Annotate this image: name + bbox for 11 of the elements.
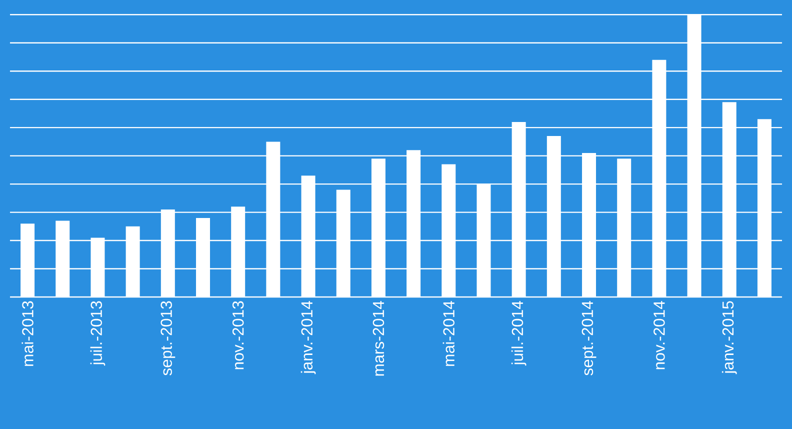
x-tick-label: janv.-2014 — [300, 301, 316, 374]
x-tick-label: juil.-2013 — [90, 301, 106, 366]
x-tick-label: mars-2014 — [372, 301, 384, 376]
x-tick-label: sept.-2014 — [582, 301, 596, 376]
x-tick-label: mai-2014 — [442, 301, 454, 366]
x-tick-label: nov.-2014 — [654, 301, 665, 370]
x-tick-label: sept.-2013 — [160, 301, 176, 376]
x-tick-label: mai-2013 — [22, 301, 34, 366]
x-tick-label: janv.-2015 — [722, 301, 737, 374]
x-tick-label: nov.-2013 — [232, 301, 244, 370]
x-tick-label: juil.-2014 — [511, 301, 526, 366]
